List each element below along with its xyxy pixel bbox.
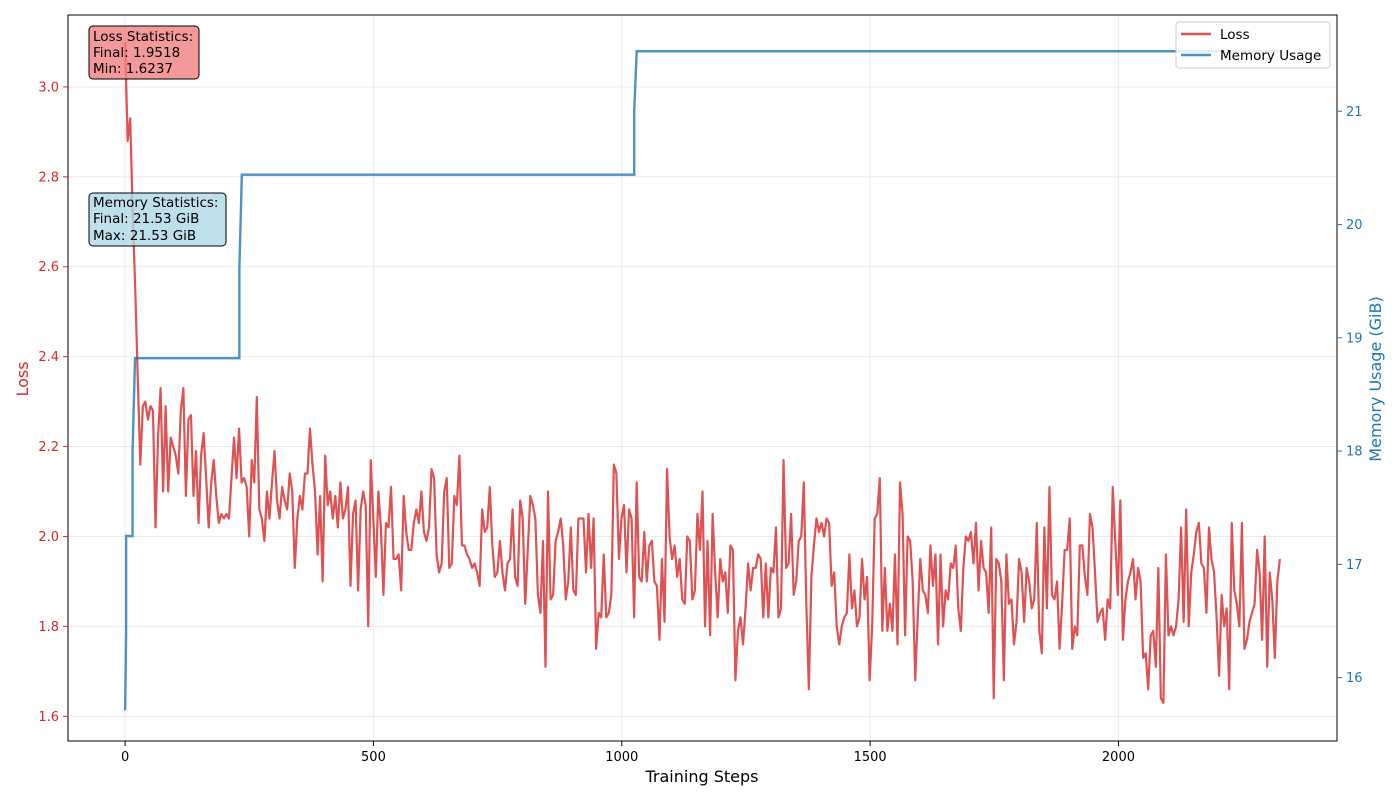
memory-stats-max: Max: 21.53 GiB — [93, 228, 196, 244]
loss-stats-min: Min: 1.6237 — [93, 61, 173, 77]
y-left-tick-label: 2.6 — [38, 260, 59, 275]
memory-stats-box-bg — [88, 192, 227, 247]
x-tick-label: 1500 — [854, 750, 887, 765]
y-left-tick-label: 1.8 — [38, 620, 59, 635]
y-left-axis-title: Loss — [13, 361, 32, 396]
y-left-tick-label: 2.8 — [38, 170, 59, 185]
y-left-tick-label: 3.0 — [38, 80, 59, 95]
memory-stats-final: Final: 21.53 GiB — [93, 211, 199, 227]
y-right-axis-ticks: 16 17 18 19 20 21 — [1337, 105, 1363, 686]
legend-loss-label: Loss — [1220, 27, 1250, 43]
loss-stats-box: Loss Statistics: Final: 1.9518 Min: 1.62… — [88, 25, 200, 80]
y-right-tick-label: 19 — [1346, 331, 1363, 346]
series-layer — [123, 41, 1281, 711]
loss-stats-title: Loss Statistics: — [93, 29, 193, 45]
y-right-tick-label: 17 — [1346, 558, 1363, 573]
x-tick-label: 500 — [361, 750, 386, 765]
x-tick-label: 0 — [121, 750, 129, 765]
x-axis-ticks: 0 500 1000 1500 2000 — [121, 741, 1135, 765]
memory-series-line — [123, 50, 1280, 711]
loss-series-line — [124, 41, 1281, 704]
y-left-tick-label: 2.0 — [38, 530, 59, 545]
y-right-tick-label: 21 — [1346, 105, 1363, 120]
x-tick-label: 2000 — [1102, 750, 1135, 765]
y-right-tick-label: 20 — [1346, 218, 1363, 233]
memory-stats-title: Memory Statistics: — [93, 195, 218, 211]
y-left-tick-label: 1.6 — [38, 710, 59, 725]
y-left-axis-ticks: 1.6 1.8 2.0 2.2 2.4 2.6 2.8 3.0 — [38, 80, 68, 725]
y-left-tick-label: 2.2 — [38, 440, 59, 455]
y-left-tick-label: 2.4 — [38, 350, 59, 365]
memory-stats-box: Memory Statistics: Final: 21.53 GiB Max:… — [88, 192, 227, 247]
x-tick-label: 1000 — [605, 750, 638, 765]
legend-box — [1175, 21, 1331, 69]
x-axis-title: Training Steps — [645, 767, 759, 786]
loss-stats-final: Final: 1.9518 — [93, 45, 180, 61]
loss-stats-box-bg — [88, 25, 200, 80]
y-right-tick-label: 18 — [1346, 445, 1363, 460]
legend: Loss Memory Usage — [1175, 21, 1331, 69]
y-right-tick-label: 16 — [1346, 671, 1363, 686]
plot-frame — [67, 14, 1338, 742]
y-right-axis-title: Memory Usage (GiB) — [1366, 296, 1385, 461]
grid — [68, 15, 1337, 741]
legend-memory-label: Memory Usage — [1220, 48, 1321, 64]
